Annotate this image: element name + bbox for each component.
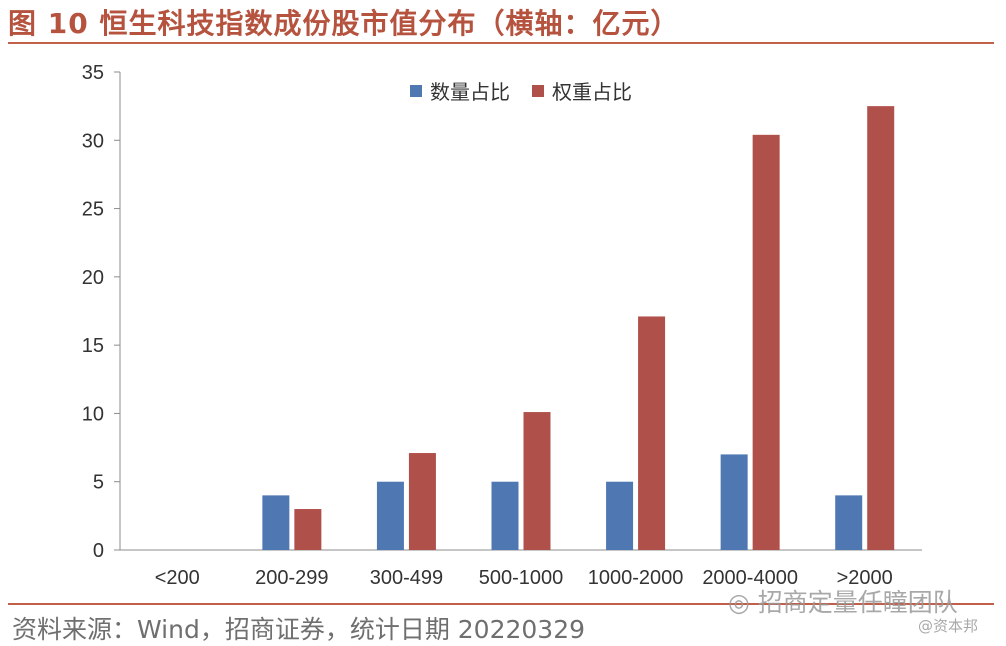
chart-title: 图 10 恒生科技指数成份股市值分布（横轴：亿元） <box>8 7 680 40</box>
y-tick-label: 10 <box>82 403 104 425</box>
bar-count-share <box>376 481 404 550</box>
legend: 数量占比 权重占比 <box>410 80 632 104</box>
x-tick-label: 2000-4000 <box>702 567 798 589</box>
bar-weight-share <box>867 106 895 551</box>
y-tick-label: 20 <box>82 267 104 289</box>
x-tick-label: >2000 <box>837 567 893 589</box>
bar-count-share <box>835 495 863 550</box>
bar-weight-share <box>294 509 322 550</box>
bar-count-share <box>491 481 519 550</box>
x-tick-label: 300-499 <box>370 567 443 589</box>
x-tick-label: 1000-2000 <box>588 567 684 589</box>
bar-count-share <box>720 454 748 550</box>
x-tick-label: 500-1000 <box>479 567 564 589</box>
y-axis: 0 5 10 15 20 25 30 35 <box>82 62 121 562</box>
watermark: ◎ 招商定量任瞳团队 <box>728 588 958 617</box>
bars <box>262 106 895 551</box>
source-note: 资料来源：Wind，招商证券，统计日期 20220329 <box>12 615 586 644</box>
y-tick-label: 25 <box>82 199 104 221</box>
y-tick-label: 30 <box>82 130 104 152</box>
x-tick-label: <200 <box>155 567 200 589</box>
y-tick-label: 5 <box>93 472 104 494</box>
x-axis: <200 200-299 300-499 500-1000 1000-2000 2000-… <box>120 549 922 589</box>
bar-weight-share <box>408 453 436 550</box>
y-tick-label: 15 <box>82 335 104 357</box>
legend-swatch <box>532 85 544 97</box>
bar-weight-share <box>752 134 780 550</box>
legend-label: 权重占比 <box>552 80 632 104</box>
legend-label: 数量占比 <box>430 80 510 104</box>
watermark-sub: @资本邦 <box>918 617 979 635</box>
bar-weight-share <box>523 412 551 550</box>
title-rule <box>8 42 994 44</box>
y-tick-label: 0 <box>93 540 104 562</box>
bar-count-share <box>606 481 634 550</box>
footer-rule <box>8 603 994 605</box>
x-tick-label: 200-299 <box>255 567 328 589</box>
y-tick-label: 35 <box>82 62 104 84</box>
legend-swatch <box>410 85 422 97</box>
bar-count-share <box>262 495 290 550</box>
bar-weight-share <box>638 316 666 550</box>
